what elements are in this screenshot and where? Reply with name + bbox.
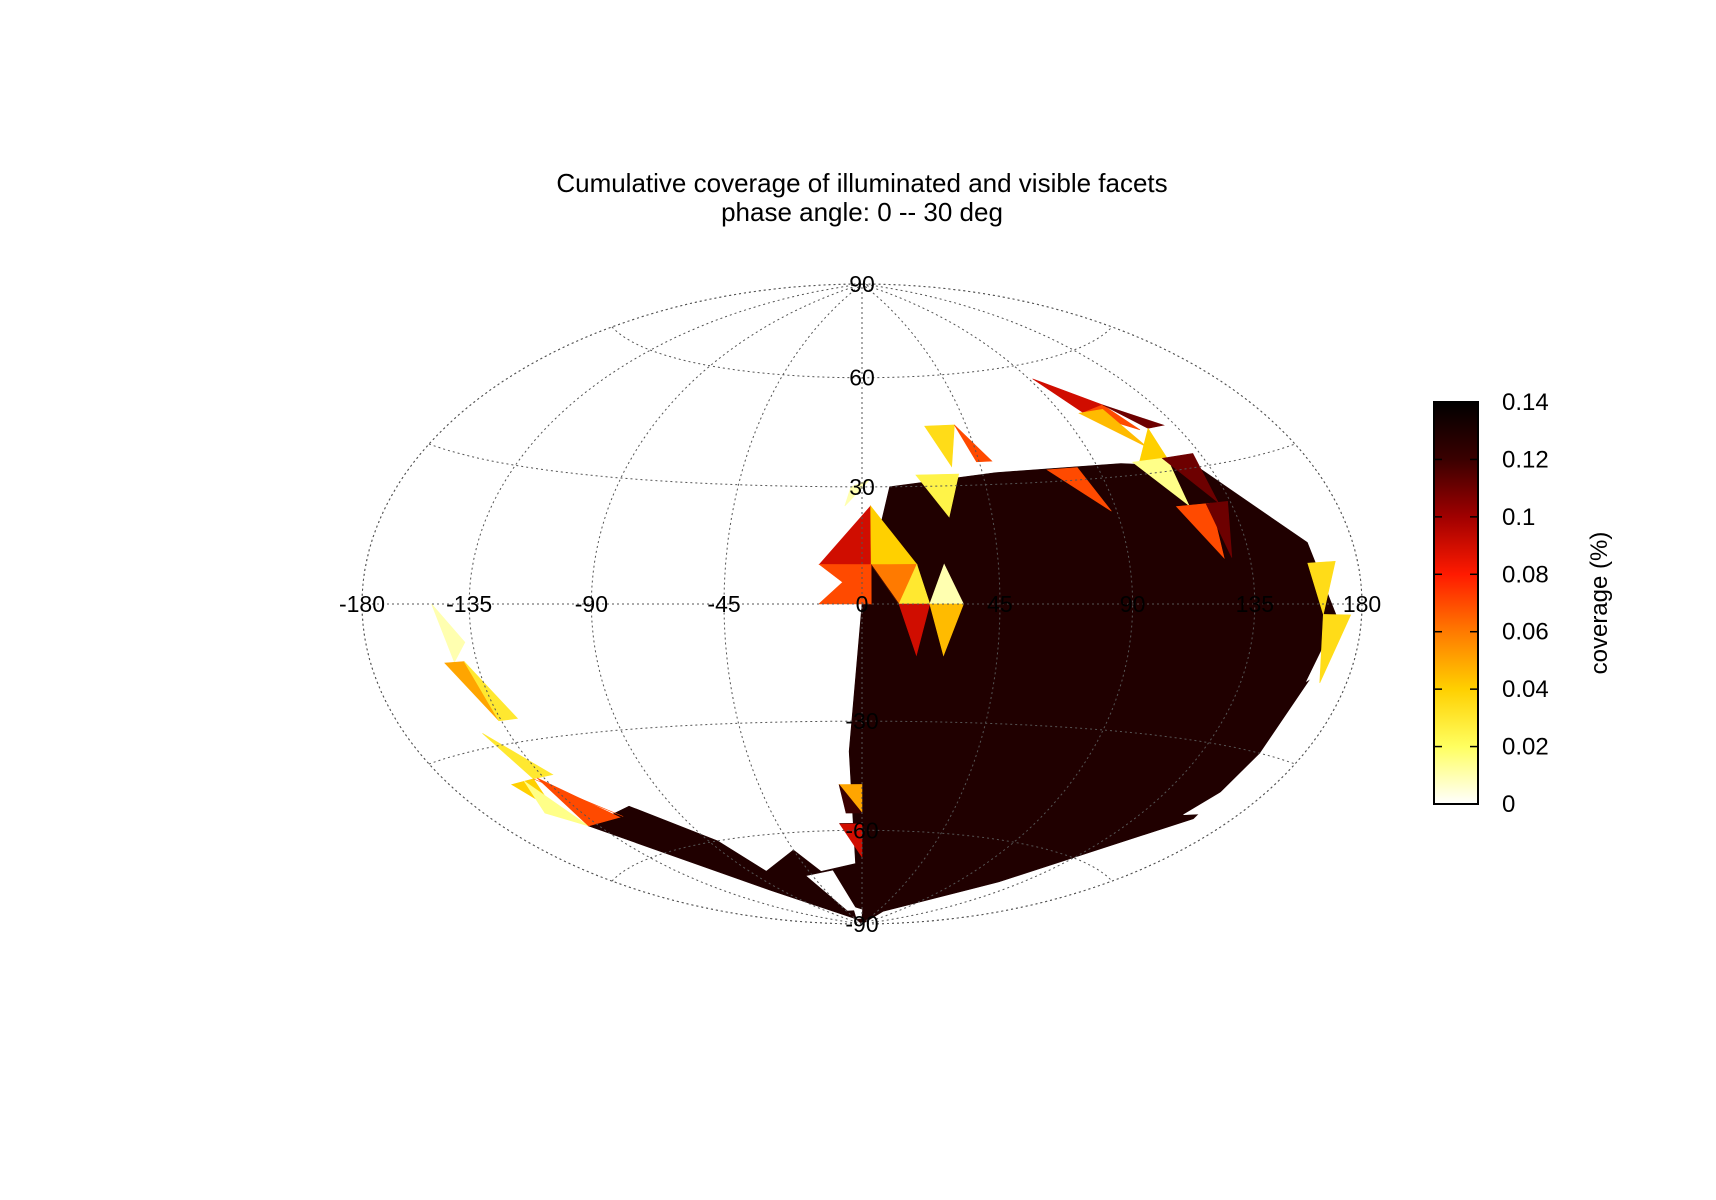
colorbar-ticks: 0 0.02 0.04 0.06 0.08 0.1 0.12 0.14 [1434, 389, 1549, 818]
lon-tick-label: 0 [856, 591, 869, 617]
map-tick-labels: -180 -135 -90 -45 0 45 90 135 180 90 60 30 -30 -60 -90 [339, 271, 1381, 937]
facet [1161, 453, 1219, 503]
meridian [861, 283, 1001, 925]
lat-tick-label: 90 [849, 271, 875, 297]
parallel [428, 720, 1296, 765]
facet [844, 478, 871, 507]
facet [1307, 560, 1336, 616]
coverage-gap [1183, 758, 1279, 816]
lon-tick-label: 45 [987, 591, 1013, 617]
facet [954, 424, 993, 463]
parallel [611, 326, 1113, 379]
colorbar-tick-label: 0.14 [1502, 389, 1549, 416]
facet [929, 603, 964, 657]
colorbar-tick-label: 0.02 [1502, 734, 1549, 761]
colorbar: 0 0.02 0.04 0.06 0.08 0.1 0.12 0.14 coverage (%… [1433, 389, 1613, 818]
lon-tick-label: 135 [1236, 591, 1274, 617]
lat-tick-label: -30 [845, 708, 878, 734]
chart-title: Cumulative coverage of illuminated and v… [556, 168, 1167, 198]
facet [463, 661, 519, 722]
facet [1131, 457, 1190, 506]
facet [915, 473, 960, 518]
meridian [861, 283, 1256, 925]
lat-tick-label: -60 [845, 817, 878, 843]
coverage-gap [852, 906, 863, 919]
colorbar-tick-label: 0.04 [1502, 676, 1549, 703]
facet [838, 784, 863, 814]
facet [431, 603, 466, 664]
lat-tick-label: -90 [845, 911, 878, 937]
coverage-map [431, 378, 1352, 924]
lon-tick-label: -180 [339, 591, 385, 617]
facet [1319, 614, 1352, 684]
lat-tick-label: 30 [849, 474, 875, 500]
lon-tick-label: 90 [1120, 591, 1146, 617]
facet [898, 603, 931, 657]
facet [924, 424, 955, 468]
facet [523, 780, 589, 827]
meridian [468, 283, 863, 925]
colorbar-label: coverage (%) [1586, 532, 1613, 675]
facet [818, 563, 872, 605]
parallel [611, 829, 1113, 882]
lon-tick-label: 180 [1343, 591, 1381, 617]
colorbar-tick-label: 0 [1502, 791, 1515, 818]
facet [536, 777, 621, 827]
lon-tick-label: -45 [707, 591, 740, 617]
colorbar-tick-label: 0.12 [1502, 446, 1549, 473]
colorbar-tick-label: 0.06 [1502, 619, 1549, 646]
lat-tick-label: 60 [849, 365, 875, 391]
facet [1078, 409, 1148, 448]
graticule [361, 283, 1363, 925]
lon-tick-label: -90 [575, 591, 608, 617]
colorbar-tick-label: 0.1 [1502, 504, 1535, 531]
colorbar-tick-label: 0.08 [1502, 561, 1549, 588]
chart-subtitle: phase angle: 0 -- 30 deg [721, 197, 1003, 227]
parallel [428, 443, 1296, 488]
facet [1102, 404, 1165, 429]
lon-tick-label: -135 [446, 591, 492, 617]
facet [1046, 467, 1112, 512]
colorbar-gradient [1433, 401, 1479, 805]
facet [1205, 500, 1233, 558]
